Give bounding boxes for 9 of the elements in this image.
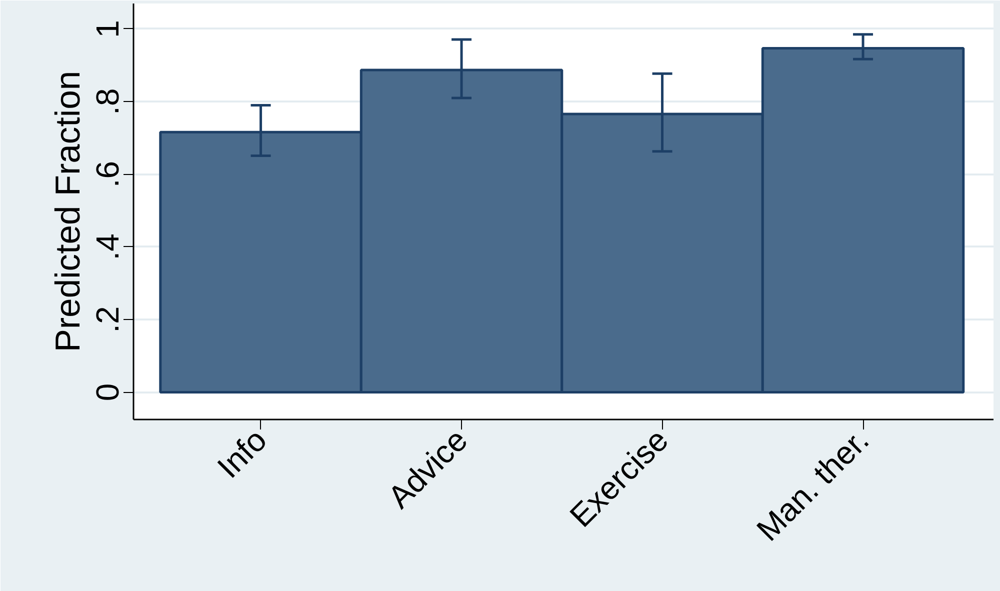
x-tick-label: Info — [210, 422, 274, 485]
x-tick-label: Man. ther. — [750, 422, 876, 548]
y-tick-label: 1 — [90, 20, 126, 38]
y-tick-label: .2 — [90, 306, 126, 333]
y-tick-label: 0 — [90, 383, 126, 402]
y-tick-label: .6 — [90, 160, 126, 188]
y-tick-label: .4 — [90, 234, 126, 260]
y-axis-title: Predicted Fraction — [50, 70, 88, 352]
y-tick-label: .8 — [90, 88, 126, 115]
